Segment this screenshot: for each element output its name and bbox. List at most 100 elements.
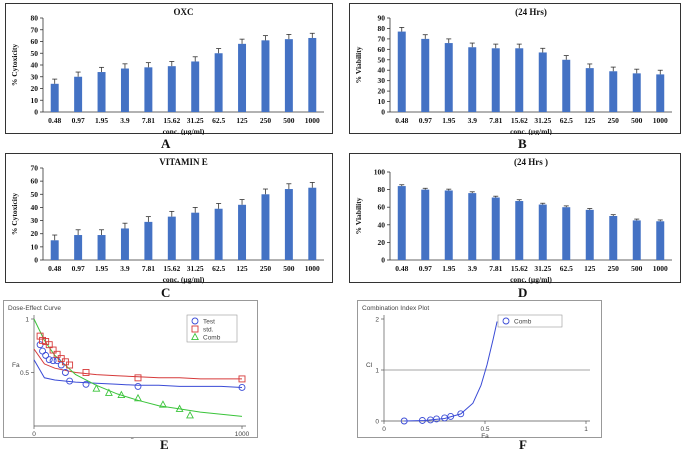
chart-b-x-tick-label: 15.62 [511,116,528,125]
chart-e-legend-label: Test [203,319,215,326]
chart-d-bar [609,216,617,260]
chart-e-point-test [135,383,141,389]
chart-d-bar [445,190,453,260]
chart-d-x-tick-label: 125 [584,264,596,273]
chart-c-bar [121,228,129,260]
chart-b-y-tick-label: 60 [378,45,386,54]
chart-e-x-tick-label: 0 [32,431,36,438]
chart-d-bar [539,205,547,260]
chart-b-y-tick-label: 0 [381,108,385,117]
chart-d-y-tick-label: 20 [378,238,386,247]
chart-panel-a: OXC 0 10 20 30 40 50 60 70 80 % Cytoxicity 0.48 0.97… [5,3,333,134]
chart-f-x-tick-label: 0 [382,426,386,433]
chart-b-bar [609,71,617,112]
chart-e-point-std [135,375,141,381]
chart-e-y-label: Fa [12,362,20,369]
chart-c-x-tick-label: 0.97 [72,264,85,273]
chart-d-x-tick-label: 15.62 [511,264,528,273]
chart-e-point-comb [187,412,193,418]
chart-a-bar [261,40,269,112]
chart-d-x-tick-label: 1000 [653,264,668,273]
chart-d-bar [562,207,570,260]
chart-b-x-tick-label: 31.25 [534,116,551,125]
chart-f-title: Combination Index Plot [362,305,429,312]
chart-c-y-label: % Cytoxicity [10,193,19,236]
chart-b-x-tick-label: 0.97 [419,116,432,125]
chart-b-x-tick-label: 250 [608,116,620,125]
chart-b-svg: (24 Hrs)0102030405060708090% Viability0.… [350,4,682,135]
chart-a-bar [121,69,129,112]
chart-e-point-std [54,351,60,357]
chart-d-x-label: conc. (µg/ml) [510,275,552,284]
chart-a-bar [51,84,59,112]
chart-c-bar [238,205,246,260]
chart-a-x-tick-label: 250 [260,116,272,125]
chart-b-bar [633,73,641,112]
chart-b-x-tick-label: 125 [584,116,596,125]
chart-c-y-tick-label: 0 [34,256,38,265]
chart-e-x-tick-label: 1000 [235,431,250,438]
chart-d-bar [586,210,594,260]
chart-b-bar [398,32,406,112]
chart-e-point-test [40,348,46,354]
chart-a-y-tick-label: 70 [31,25,39,34]
chart-d-bar [421,190,429,260]
chart-d-y-label: % Viability [354,197,363,234]
chart-b-title: (24 Hrs) [515,7,547,17]
chart-a-bar [144,67,152,112]
chart-d-x-tick-label: 62.5 [560,264,573,273]
chart-c-bar [98,235,106,260]
chart-b-x-tick-label: 1000 [653,116,668,125]
chart-e-y-tick-label: 1 [25,317,29,324]
chart-b-bar [562,60,570,112]
chart-a-x-tick-label: 125 [236,116,248,125]
chart-b-x-tick-label: 500 [631,116,643,125]
chart-b-bar [492,48,500,112]
chart-a-x-tick-label: 500 [283,116,295,125]
chart-c-x-label: conc. (µg/ml) [163,275,205,284]
chart-c-bar [215,209,223,260]
chart-a-x-label: conc. (µg/ml) [163,127,205,135]
chart-b-bar [445,43,453,112]
chart-d-title: (24 Hrs ) [514,157,548,167]
chart-d-y-tick-label: 60 [378,203,386,212]
chart-b-bar [468,47,476,112]
chart-f-legend-label: Comb [514,319,532,326]
chart-d-x-tick-label: 0.48 [395,264,408,273]
chart-b-bar [586,68,594,112]
chart-d-bar [492,198,500,260]
chart-c-y-tick-label: 60 [31,177,39,186]
chart-d-x-tick-label: 250 [608,264,620,273]
chart-c-bar [74,235,82,260]
chart-a-bar [168,66,176,112]
chart-c-x-tick-label: 3.9 [120,264,130,273]
chart-a-x-tick-label: 0.97 [72,116,85,125]
chart-e-title: Dose-Effect Curve [8,305,61,312]
chart-d-bar [515,201,523,260]
chart-d-x-tick-label: 31.25 [534,264,551,273]
chart-c-title: VITAMIN E [159,157,208,167]
chart-d-x-tick-label: 0.97 [419,264,432,273]
chart-f-y-tick-label: 1 [375,368,379,375]
chart-d-x-tick-label: 500 [631,264,643,273]
chart-b-y-tick-label: 40 [378,66,386,75]
chart-b-y-tick-label: 70 [378,34,386,43]
chart-a-y-tick-label: 60 [31,37,39,46]
chart-a-bar [215,53,223,112]
chart-a-svg: OXC 0 10 20 30 40 50 60 70 80 % Cytoxicity 0.48 0.97… [6,4,334,135]
chart-a-x-tick-label: 15.62 [163,116,180,125]
chart-b-x-tick-label: 3.9 [468,116,478,125]
chart-a-y-label: % Cytoxicity [10,44,19,87]
chart-e-point-test [37,342,43,348]
chart-a-bar [98,72,106,112]
chart-b-x-label: conc. (µg/ml) [510,127,552,135]
chart-d-y-tick-label: 100 [374,168,386,177]
chart-f-y-label: CI [366,362,373,369]
chart-e-legend-label: std. [203,327,214,334]
chart-f-x-label: Fa [481,433,489,439]
chart-a-x-tick-label: 31.25 [187,116,204,125]
chart-a-bar [285,39,293,112]
chart-c-x-tick-label: 250 [260,264,272,273]
chart-a-bar [74,77,82,112]
chart-a-x-tick-label: 7.81 [142,116,155,125]
